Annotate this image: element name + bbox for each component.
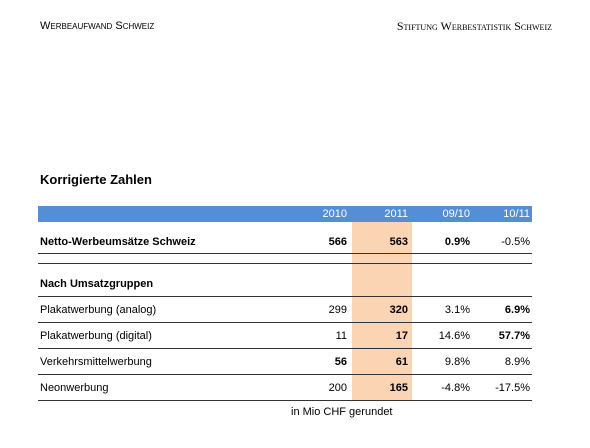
cell: 299 (328, 304, 347, 316)
cell: 57.7% (498, 330, 530, 342)
cell: 320 (389, 304, 408, 316)
rule (38, 263, 532, 264)
rule (38, 253, 532, 254)
cell: 56 (334, 356, 347, 368)
rule (38, 400, 532, 401)
cell: 61 (395, 356, 408, 368)
cell: -17.5% (495, 382, 530, 394)
header-row (38, 206, 532, 222)
cell: 0.9% (444, 236, 470, 248)
column-header: 2010 (322, 208, 347, 220)
rule (38, 374, 532, 375)
cell: -4.8% (441, 382, 470, 394)
group-title: Nach Umsatzgruppen (40, 278, 154, 290)
cell: 6.9% (504, 304, 530, 316)
rule (38, 348, 532, 349)
cell: -0.5% (501, 236, 530, 248)
total-label: Netto-Werbeumsätze Schweiz (40, 236, 196, 248)
cell: 9.8% (444, 356, 470, 368)
cell: 17 (395, 330, 408, 342)
cell: 3.1% (444, 304, 470, 316)
column-header: 10/11 (503, 208, 530, 220)
cell: 563 (389, 236, 408, 248)
column-header: 09/10 (442, 208, 470, 220)
row-label: Verkehrsmittelwerbung (40, 356, 152, 368)
cell: 566 (328, 236, 347, 248)
highlight-column (352, 222, 412, 400)
cell: 200 (328, 382, 347, 394)
header-right: Stiftung Werbestatistik Schweiz (396, 19, 552, 33)
footnote: in Mio CHF gerundet (291, 406, 393, 418)
row-label: Plakatwerbung (digital) (40, 330, 152, 342)
rule (38, 296, 532, 297)
cell: 14.6% (438, 330, 470, 342)
title: Korrigierte Zahlen (40, 172, 152, 187)
rule (38, 322, 532, 323)
row-label: Plakatwerbung (analog) (40, 304, 157, 316)
column-header: 2011 (384, 208, 408, 220)
cell: 11 (335, 330, 347, 342)
cell: 8.9% (504, 356, 530, 368)
cell: 165 (389, 382, 408, 394)
row-label: Neonwerbung (40, 382, 109, 394)
header-left: Werbeaufwand Schweiz (40, 20, 155, 32)
